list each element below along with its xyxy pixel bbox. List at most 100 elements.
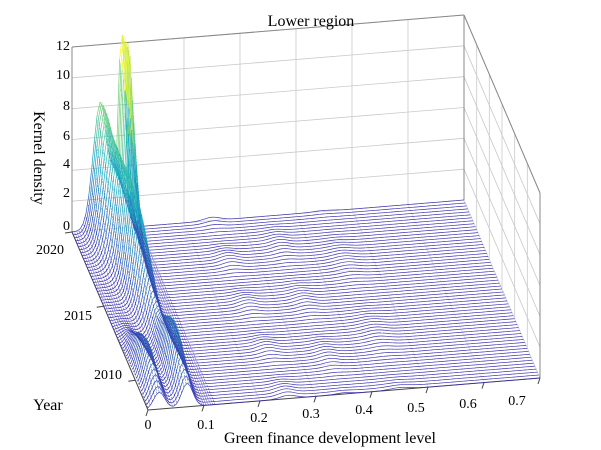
surface-segment [267,247,271,250]
surface-segment [298,305,302,308]
surface-segment [236,261,240,263]
surface-segment [243,302,246,305]
surface-segment [273,246,277,248]
surface-segment [327,258,331,260]
surface-segment [234,298,238,301]
surface-segment [89,173,94,199]
surface-segment [237,297,241,300]
surface-segment [119,186,124,213]
surface-segment [86,223,91,234]
surface-segment [128,274,133,291]
surface-segment [123,326,127,329]
surface-segment [339,272,343,274]
surface-segment [86,249,90,253]
surface-segment [235,258,239,260]
surface-segment [128,77,132,134]
surface-segment [117,212,121,239]
surface-segment [333,250,337,253]
surface-segment [88,256,92,259]
surface-segment [91,262,95,265]
surface-segment [131,253,135,275]
surface-segment [112,319,116,321]
surface-segment [241,299,245,302]
surface-segment [269,244,273,246]
surface-segment [262,242,266,245]
surface-segment [295,313,299,316]
surface-segment [139,242,143,254]
surface-segment [271,257,275,259]
surface-segment [269,231,273,233]
surface-segment [233,309,237,311]
surface-segment [105,221,109,239]
surface-segment [120,302,124,305]
surface-segment [114,145,118,148]
surface-segment [297,295,301,298]
surface-segment [336,250,339,252]
surface-segment [85,246,89,250]
surface-segment [339,279,342,281]
surface-segment [203,225,207,228]
surface-segment [282,290,286,292]
surface-segment [102,204,107,225]
surface-segment [289,285,293,288]
surface-segment [334,260,338,262]
surface-segment [237,312,241,314]
surface-segment [126,185,131,207]
back-wall-gridline [71,76,465,110]
surface-segment [240,297,244,299]
surface-segment [97,209,101,228]
surface-segment [121,274,126,287]
surface-segment [261,233,265,235]
surface-segment [326,249,330,251]
surface-segment [324,252,328,255]
surface-segment [216,264,220,266]
surface-segment [112,183,116,209]
surface-segment [326,243,330,245]
surface-segment [219,263,223,266]
surface-segment [111,316,115,318]
surface-segment [226,257,230,260]
surface-segment [331,267,335,269]
surface-segment [228,291,232,293]
surface-segment [123,247,127,269]
surface-segment [116,251,121,268]
surface-segment [137,314,141,321]
surface-segment [138,297,143,310]
surface-segment [216,271,220,273]
surface-segment [214,246,218,248]
surface-segment [240,303,244,306]
surface-segment [297,309,301,312]
surface-segment [118,161,122,183]
surface-segment [289,242,292,244]
surface-segment [118,257,122,273]
surface-segment [226,273,230,275]
surface-segment [88,202,92,220]
surface-segment [131,328,135,330]
surface-segment [240,311,243,313]
surface-segment [110,175,115,200]
surface-segment [282,296,286,298]
surface-segment [299,316,303,318]
x-tick-mark [201,405,205,412]
surface-segment [218,253,222,256]
back-wall-gridline [71,45,465,79]
surface-segment [135,240,139,262]
surface-segment [247,305,251,308]
surface-segment [225,254,229,257]
surface-segment [215,254,219,257]
surface-segment [139,266,143,285]
surface-segment [292,297,296,300]
surface-segment [235,253,239,255]
surface-segment [131,144,136,179]
surface-segment [74,230,78,232]
surface-segment [131,287,135,300]
surface-segment [230,297,234,299]
surface-segment [278,259,282,261]
surface-segment [135,277,139,294]
surface-segment [335,263,339,265]
surface-segment [235,308,239,311]
surface-segment [301,312,305,314]
surface-segment [122,103,127,172]
surface-segment [87,227,92,237]
surface-segment [288,283,292,285]
